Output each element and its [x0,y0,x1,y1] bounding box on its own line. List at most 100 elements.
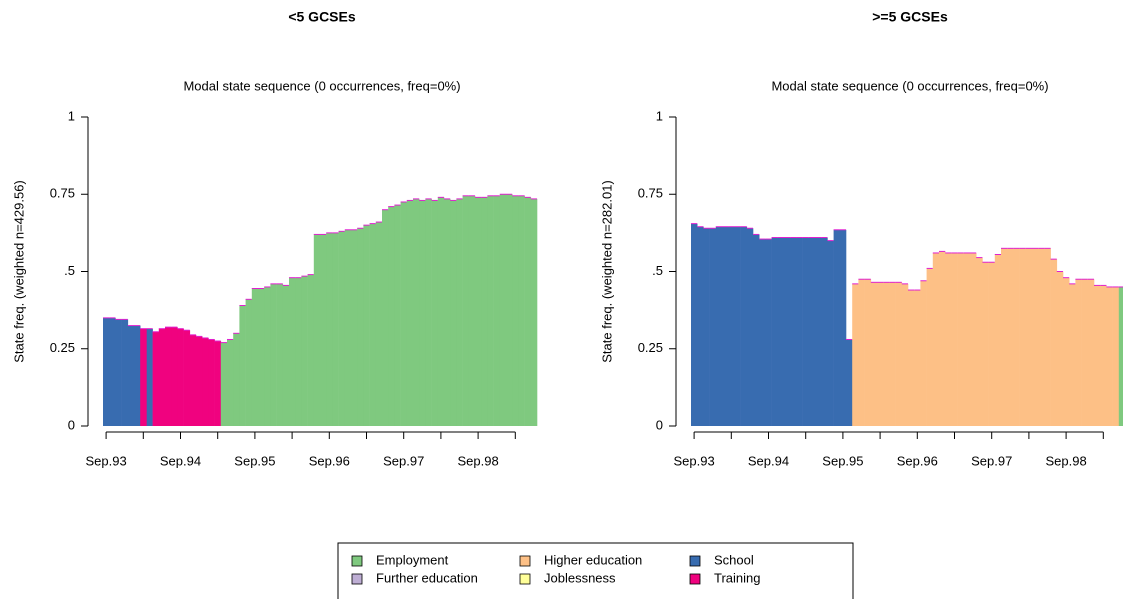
bar [301,276,308,426]
bar [208,339,215,426]
x-tick-label: Sep.95 [822,453,863,468]
bar [326,232,333,426]
bar [369,223,377,426]
bar [487,195,494,426]
bar [419,200,426,426]
x-tick-label: Sep.93 [85,453,126,468]
bar [784,237,791,426]
bar [821,237,828,426]
bar [363,225,370,426]
legend-swatch [689,573,701,585]
y-axis-label: State freq. (weighted n=282.01) [599,180,614,362]
bar [703,228,710,426]
x-tick-label: Sep.96 [897,453,938,468]
bar [864,279,872,426]
bar [1112,286,1120,426]
bar [307,274,315,426]
bar [456,198,463,426]
bar [771,237,779,426]
bar [282,285,290,426]
bar [450,200,457,426]
bar [1050,259,1058,426]
x-tick-label: Sep.98 [1045,453,1086,468]
y-tick-label: .5 [64,263,75,278]
bar [103,317,110,426]
bar [889,282,896,426]
bar [858,279,865,426]
x-tick-label: Sep.96 [309,453,350,468]
bar [332,232,339,426]
bar [1025,248,1033,426]
bar [846,339,853,426]
legend-swatch [519,573,531,585]
legend-label: School [714,552,754,567]
bar [400,201,408,426]
bar [313,234,321,426]
bar [264,286,271,426]
x-tick-label: Sep.98 [457,453,498,468]
bar [518,195,525,426]
bar [715,226,723,426]
bar [759,239,766,426]
bar [276,283,284,426]
bar [765,239,772,426]
bar [406,200,414,426]
bar [790,237,797,426]
bar [1063,277,1070,426]
bar [413,198,420,426]
panel-title: >=5 GCSEs [872,9,948,25]
bar [982,262,989,426]
bar [295,277,302,426]
bar [227,339,234,426]
x-tick-label: Sep.97 [383,453,424,468]
legend-label: Joblessness [544,570,616,585]
bar [957,252,965,426]
bar [152,331,160,426]
bar [512,195,519,426]
bar [431,200,439,426]
bar [388,206,395,426]
bar [926,268,934,426]
bar [808,237,816,426]
bar [970,252,977,426]
x-tick-label: Sep.95 [234,453,275,468]
bar [753,234,760,426]
legend-label: Training [714,570,760,585]
bar [493,195,501,426]
bar [709,228,717,426]
bar [1038,248,1045,426]
bar [530,198,538,426]
bar [1069,283,1076,426]
bar [196,336,203,426]
bar [357,228,364,426]
bar [1087,279,1095,426]
bar [220,342,228,426]
bar [202,337,209,426]
bar [1100,285,1107,426]
bar [165,327,172,426]
bar [976,257,983,426]
bar [140,328,147,426]
bar [691,223,698,426]
x-tick-label: Sep.94 [748,453,789,468]
bar [1013,248,1020,426]
legend-swatch [351,555,363,567]
bar [833,229,841,426]
panel-title: <5 GCSEs [288,9,356,25]
bar [951,252,958,426]
x-tick-label: Sep.94 [160,453,201,468]
bar [146,328,153,426]
bar [796,237,803,426]
bar [320,234,327,426]
bar [870,282,878,426]
bar [1007,248,1014,426]
bar [127,325,135,426]
bar [437,197,445,426]
bar [963,252,971,426]
bar [914,290,921,426]
bar [1019,248,1027,426]
legend-label: Employment [376,552,449,567]
legend-swatch [689,555,701,567]
y-tick-label: 0.75 [50,186,75,201]
